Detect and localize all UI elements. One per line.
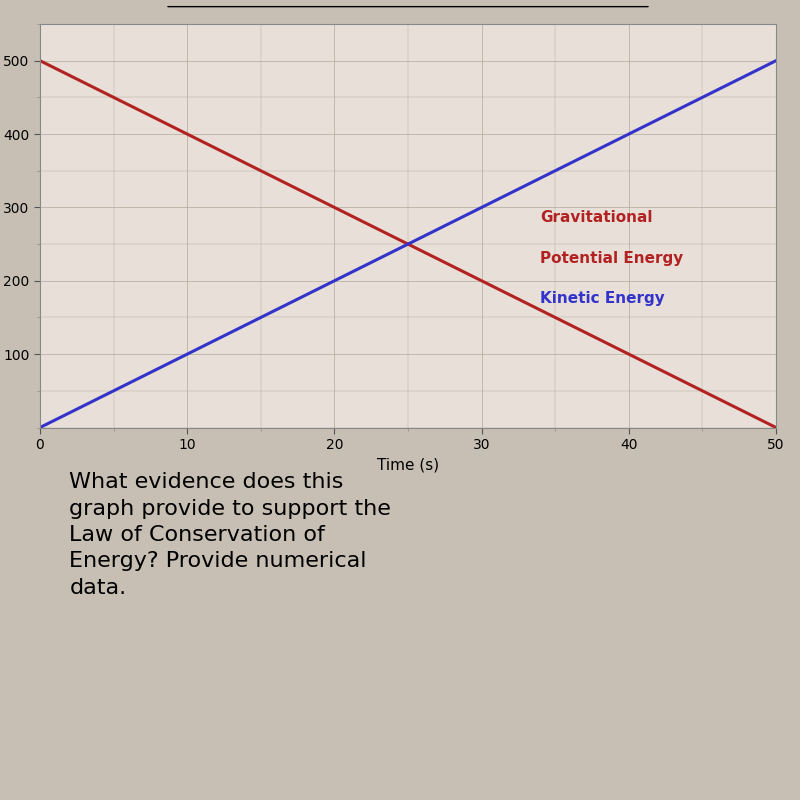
Text: Kinetic Energy: Kinetic Energy: [541, 291, 666, 306]
Text: Potential Energy: Potential Energy: [541, 250, 684, 266]
Text: What evidence does this
graph provide to support the
Law of Conservation of
Ener: What evidence does this graph provide to…: [70, 472, 391, 598]
Text: Gravitational: Gravitational: [541, 210, 653, 225]
X-axis label: Time (s): Time (s): [377, 458, 439, 473]
